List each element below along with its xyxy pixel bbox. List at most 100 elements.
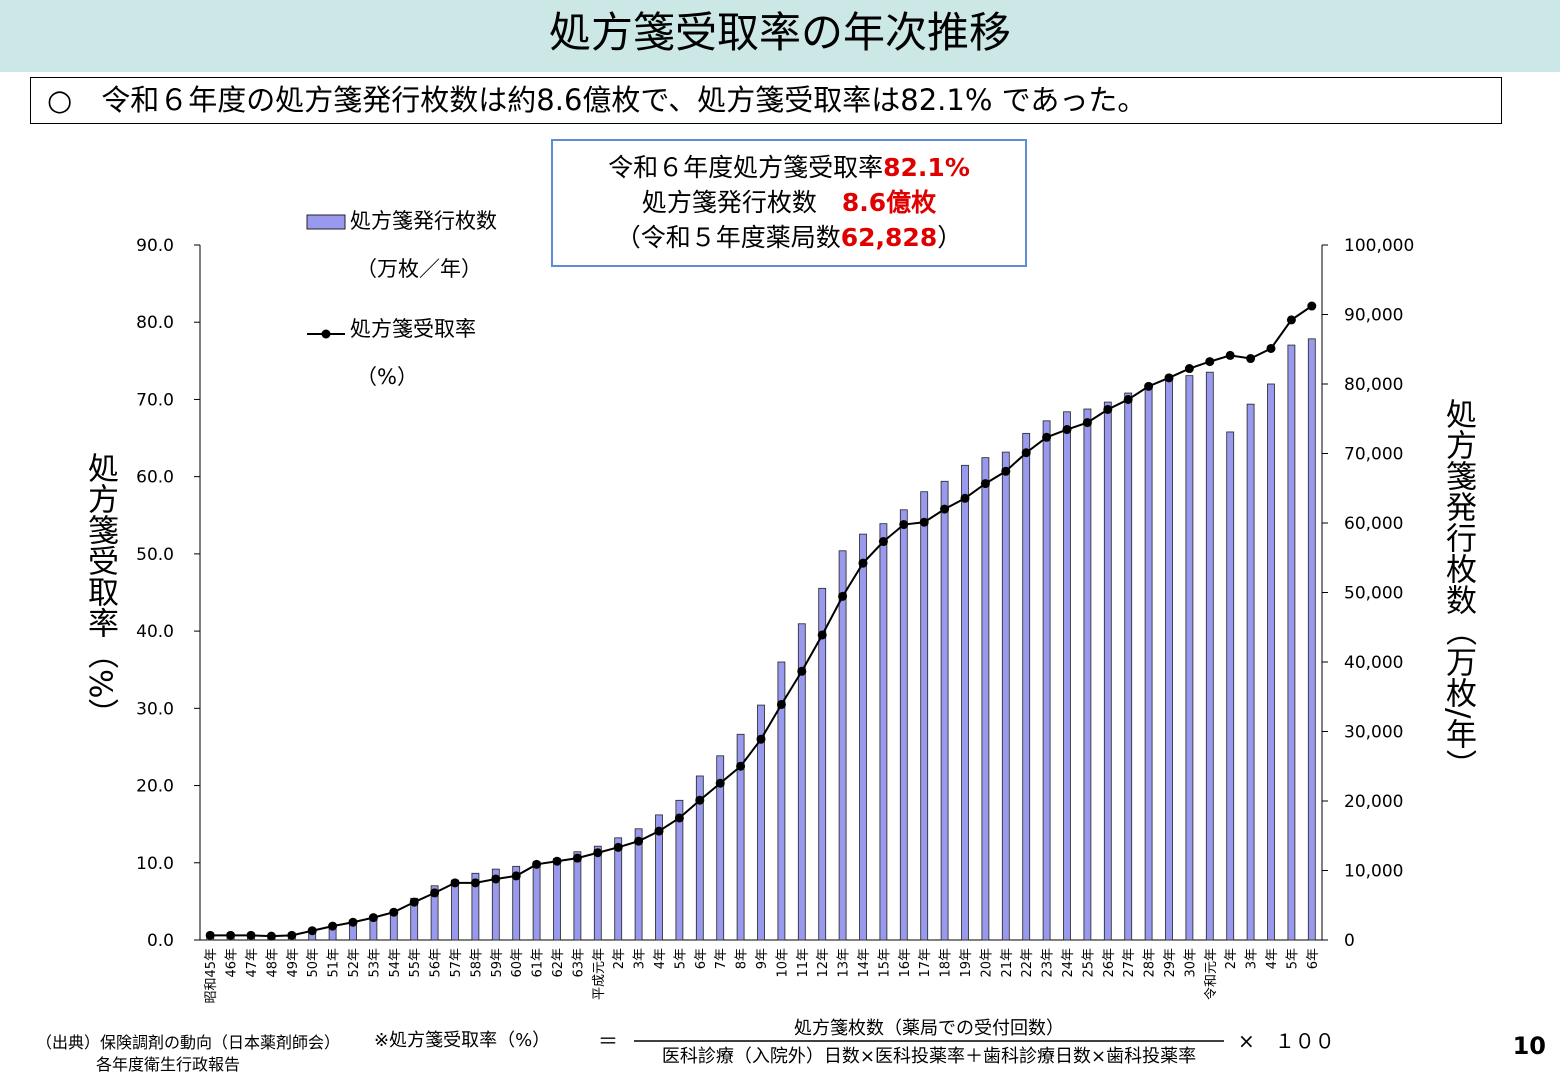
info-highlight: 8.6億枚 xyxy=(841,188,937,217)
y2-tick-label: 50,000 xyxy=(1344,584,1403,604)
x-tick-label: 30年 xyxy=(1183,948,1198,978)
x-tick-label: 19年 xyxy=(959,948,974,978)
x-tick-label: 22年 xyxy=(1020,948,1035,978)
y-tick-label: 40.0 xyxy=(136,622,174,642)
x-tick-label: 63年 xyxy=(571,948,586,978)
x-tick-label: 12年 xyxy=(816,948,831,978)
bar xyxy=(451,879,459,941)
legend-swatch xyxy=(321,329,331,339)
bar xyxy=(1144,387,1153,941)
bar xyxy=(1307,338,1316,941)
legend-swatch xyxy=(306,214,346,230)
line-point xyxy=(634,836,644,846)
x-tick-label: 60年 xyxy=(510,948,525,978)
bar xyxy=(1022,432,1031,941)
line-point xyxy=(1103,404,1113,414)
line-point xyxy=(1123,394,1133,404)
x-tick-label: 62年 xyxy=(551,948,566,978)
line-point xyxy=(450,878,460,888)
line-point xyxy=(593,848,603,858)
info-text: ） xyxy=(937,223,963,252)
line-point xyxy=(756,734,766,744)
line-point xyxy=(328,921,338,931)
info-line: 令和６年度処方箋受取率82.1% xyxy=(553,150,1025,185)
x-tick-label: 52年 xyxy=(347,948,362,978)
source: 各年度衛生行政報告 xyxy=(96,1055,240,1074)
y-tick-label: 80.0 xyxy=(136,313,174,333)
line-point xyxy=(797,666,807,676)
bar xyxy=(1103,401,1112,941)
bar xyxy=(1205,371,1214,941)
bar xyxy=(736,733,745,941)
x-tick-label: 4年 xyxy=(653,948,668,969)
x-tick-label: 14年 xyxy=(857,948,872,978)
y-tick-label: 90.0 xyxy=(136,236,174,256)
y2-tick-label: 80,000 xyxy=(1344,375,1403,395)
x-tick-label: 51年 xyxy=(327,948,342,978)
x-tick-label: 23年 xyxy=(1041,948,1056,978)
x-tick-label: 3年 xyxy=(1245,948,1260,969)
x-tick-label: 29年 xyxy=(1163,948,1178,978)
x-tick-label: 7年 xyxy=(714,948,729,969)
x-tick-label: 54年 xyxy=(388,948,403,978)
line-point xyxy=(246,930,256,940)
x-tick-label: 6年 xyxy=(1306,948,1321,969)
line-point xyxy=(654,826,664,836)
line-point xyxy=(776,699,786,709)
y2-tick-label: 100,000 xyxy=(1344,236,1414,256)
bar xyxy=(634,828,643,941)
bar xyxy=(1267,383,1275,941)
line-point xyxy=(470,878,480,888)
x-tick-label: 61年 xyxy=(531,948,546,978)
x-tick-label: 平成元年 xyxy=(592,948,607,1000)
x-tick-label: 26年 xyxy=(1102,948,1117,978)
info-text: 令和６年度処方箋受取率 xyxy=(608,153,884,182)
line-point xyxy=(980,479,990,489)
x-tick-label: 10年 xyxy=(775,948,790,978)
statement: ○ 令和６年度の処方箋発行枚数は約8.6億枚で、処方箋受取率は82.1% であっ… xyxy=(30,77,1502,124)
line-point xyxy=(838,591,848,601)
bar xyxy=(1185,375,1194,941)
formula-label: ※処方箋受取率（%） xyxy=(374,1030,550,1051)
line-point xyxy=(1144,381,1154,391)
line-point xyxy=(1266,343,1276,353)
page-number: 10 xyxy=(1513,1032,1546,1060)
line-point xyxy=(368,913,378,923)
line-point xyxy=(1225,350,1235,360)
title-banner xyxy=(0,0,1560,72)
y2-tick-label: 20,000 xyxy=(1344,792,1403,812)
bar xyxy=(593,845,602,941)
x-tick-label: 47年 xyxy=(245,948,260,978)
bar xyxy=(797,623,806,941)
bar xyxy=(614,837,623,941)
x-tick-label: 令和元年 xyxy=(1204,948,1219,1000)
bar xyxy=(838,550,847,941)
y2-tick-label: 0 xyxy=(1344,931,1355,951)
y2-tick-label: 60,000 xyxy=(1344,514,1403,534)
bar xyxy=(1124,392,1133,941)
bar xyxy=(920,491,929,941)
line-point xyxy=(430,888,440,898)
bar xyxy=(1226,431,1235,941)
line-point xyxy=(715,778,725,788)
x-tick-label: 8年 xyxy=(735,948,750,969)
x-tick-label: 2年 xyxy=(612,948,627,969)
y-tick-label: 70.0 xyxy=(136,390,174,410)
line-point xyxy=(817,630,827,640)
line-point xyxy=(1205,357,1215,367)
x-tick-label: 16年 xyxy=(898,948,913,978)
x-tick-label: 27年 xyxy=(1122,948,1137,978)
line-point xyxy=(205,930,215,940)
x-tick-label: 55年 xyxy=(408,948,423,978)
formula-denominator: 医科診療（入院外）日数×医科投薬率＋歯科診療日数×歯科投薬率 xyxy=(662,1046,1196,1067)
x-tick-label: 56年 xyxy=(429,948,444,978)
info-text: （令和５年度薬局数 xyxy=(615,223,841,252)
line-point xyxy=(919,517,929,527)
x-tick-label: 20年 xyxy=(979,948,994,978)
bar xyxy=(1165,379,1173,941)
bar xyxy=(981,457,990,941)
x-tick-label: 3年 xyxy=(633,948,648,969)
x-tick-label: 24年 xyxy=(1061,948,1076,978)
line-point xyxy=(1062,425,1072,435)
